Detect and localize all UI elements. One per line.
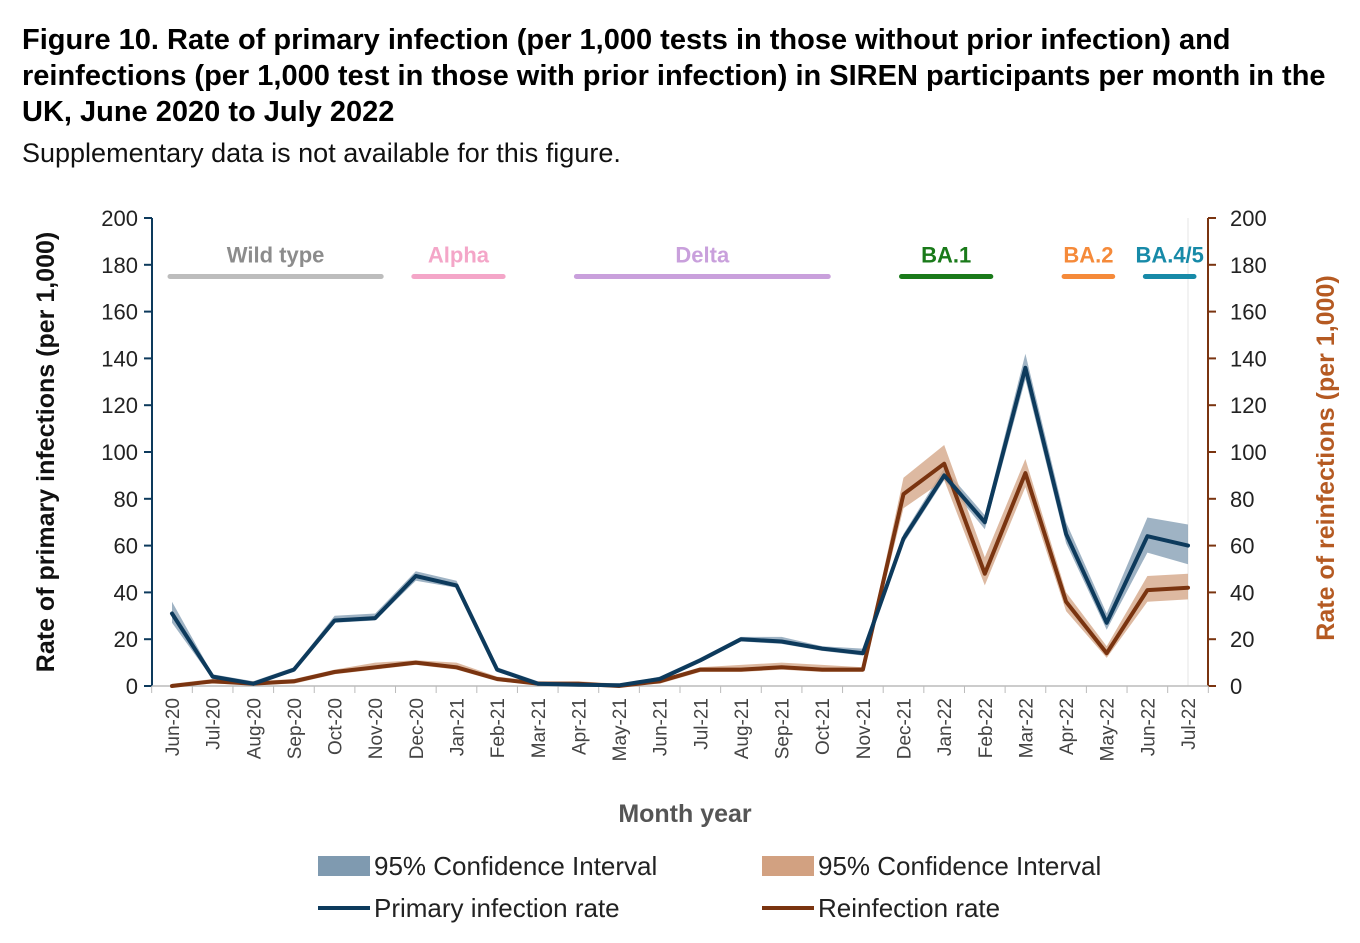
- primary-infection-line: [170, 365, 1190, 688]
- x-tick-label: May-21: [610, 698, 631, 761]
- y-tick-label-right: 60: [1230, 534, 1254, 559]
- x-tick-label: Dec-21: [895, 698, 916, 759]
- y-tick-label-left: 60: [114, 534, 138, 559]
- y-axis-title-left: Rate of primary infections (per 1,000): [32, 232, 60, 672]
- y-tick-label-right: 180: [1230, 253, 1267, 278]
- y-tick-label-left: 160: [101, 300, 138, 325]
- y-tick-label-right: 0: [1230, 674, 1242, 699]
- y-tick-label-right: 80: [1230, 487, 1254, 512]
- x-tick-label: Jan-22: [935, 698, 956, 756]
- x-tick-label: Apr-22: [1057, 698, 1078, 755]
- legend-swatch-band: [762, 856, 814, 876]
- y-tick-label-left: 120: [101, 393, 138, 418]
- y-tick-label-right: 200: [1230, 206, 1267, 231]
- y-tick-label-right: 160: [1230, 300, 1267, 325]
- x-axis-title: Month year: [618, 800, 752, 828]
- chart-title: Figure 10. Rate of primary infection (pe…: [22, 24, 1326, 128]
- y-tick-label-left: 20: [114, 627, 138, 652]
- x-tick-label: Mar-22: [1016, 698, 1037, 758]
- variant-label: Wild type: [227, 243, 325, 268]
- legend-swatch-band: [318, 856, 370, 876]
- y-tick-label-right: 40: [1230, 580, 1254, 605]
- legend-label: Reinfection rate: [818, 893, 1000, 923]
- y-tick-label-left: 0: [126, 674, 138, 699]
- x-tick-label: Sep-21: [773, 698, 794, 759]
- x-tick-label: Jun-21: [651, 698, 672, 756]
- y-tick-label-left: 80: [114, 487, 138, 512]
- legend-label: 95% Confidence Interval: [374, 851, 657, 881]
- y-tick-label-left: 100: [101, 440, 138, 465]
- x-tick-label: Nov-20: [366, 698, 387, 759]
- chart-subtitle: Supplementary data is not available for …: [22, 138, 621, 168]
- legend: 95% Confidence Interval 95% Confidence In…: [318, 851, 1101, 923]
- y-tick-label-left: 140: [101, 346, 138, 371]
- variant-label: BA.1: [921, 243, 971, 268]
- y-tick-label-right: 20: [1230, 627, 1254, 652]
- reinfection-line: [170, 461, 1190, 688]
- variant-label: Delta: [675, 243, 730, 268]
- y-tick-label-left: 200: [101, 206, 138, 231]
- series-lines: [170, 365, 1190, 688]
- x-tick-label: Jan-21: [447, 698, 468, 756]
- legend-label: 95% Confidence Interval: [818, 851, 1101, 881]
- x-tick-label: Jul-20: [204, 698, 225, 750]
- x-tick-label: Oct-21: [813, 698, 834, 755]
- y-tick-label-right: 120: [1230, 393, 1267, 418]
- y-axis-title-right: Rate of reinfections (per 1,000): [1312, 275, 1340, 640]
- x-tick-label: Nov-21: [854, 698, 875, 759]
- legend-label: Primary infection rate: [374, 893, 620, 923]
- x-tick-label: Feb-21: [488, 698, 509, 758]
- y-tick-label-right: 140: [1230, 346, 1267, 371]
- x-tick-label: Jul-22: [1179, 698, 1200, 750]
- x-tick-label: Jun-20: [163, 698, 184, 756]
- variant-label: BA.4/5: [1135, 243, 1203, 268]
- y-tick-label-left: 40: [114, 580, 138, 605]
- x-tick-label: Sep-20: [285, 698, 306, 759]
- y-tick-label-right: 100: [1230, 440, 1267, 465]
- x-tick-label: May-22: [1098, 698, 1119, 761]
- x-tick-label: Apr-21: [569, 698, 590, 755]
- x-tick-label: Feb-22: [976, 698, 997, 758]
- x-tick-label: Aug-21: [732, 698, 753, 759]
- axes: 0 0 20 20 40 40 60 60 80 80 100 100 120 120 140 140 160 1…: [32, 206, 1340, 828]
- x-tick-label: Jul-21: [691, 698, 712, 750]
- x-tick-label: Aug-20: [244, 698, 265, 759]
- y-tick-label-left: 180: [101, 253, 138, 278]
- x-tick-label: Jun-22: [1138, 698, 1159, 756]
- x-tick-label: Mar-21: [529, 698, 550, 758]
- variant-markers: Wild type Alpha Delta BA.1 BA.2 BA.4/5: [167, 243, 1204, 279]
- reinfection-ci-band: [172, 445, 1188, 686]
- x-tick-label: Oct-20: [326, 698, 347, 755]
- x-tick-label: Dec-20: [407, 698, 428, 759]
- variant-label: Alpha: [428, 243, 490, 268]
- variant-label: BA.2: [1063, 243, 1113, 268]
